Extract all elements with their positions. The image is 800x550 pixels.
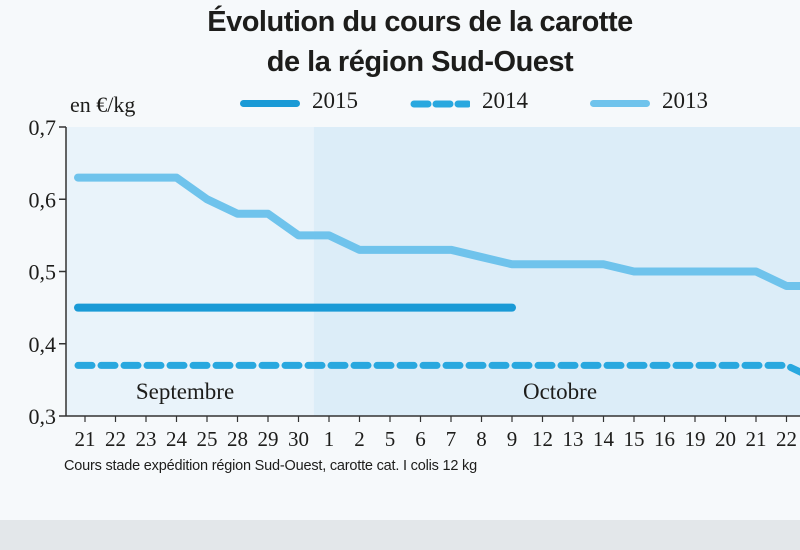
y-tick-label: 0,5 — [29, 260, 57, 285]
x-tick-label: 19 — [685, 427, 706, 451]
month-label: Septembre — [136, 379, 234, 404]
series-line-2014 — [74, 361, 800, 376]
x-tick-label: 22 — [105, 427, 126, 451]
line-chart: 0,70,60,50,40,321 22 23 24 25 28 29 30 1 2 5 6 7 8 9 12… — [29, 115, 800, 451]
x-tick-label: 5 — [385, 427, 396, 451]
month-band — [66, 127, 314, 416]
x-tick-label: 13 — [563, 427, 584, 451]
legend-swatch-2015 — [240, 100, 300, 107]
x-tick-label: 30 — [288, 427, 309, 451]
legend-swatch-2014 — [410, 100, 470, 108]
x-tick-label: 12 — [532, 427, 553, 451]
chart-title-line-1: Évolution du cours de la carotte — [207, 6, 633, 38]
x-tick-label: 8 — [476, 427, 487, 451]
x-tick-label: 7 — [446, 427, 457, 451]
x-tick-label: 14 — [593, 427, 615, 451]
x-tick-label: 21 — [746, 427, 767, 451]
y-tick-label: 0,6 — [29, 187, 57, 212]
x-tick-label: 28 — [227, 427, 248, 451]
x-tick-label: 2 — [354, 427, 365, 451]
legend-label-2014: 2014 — [482, 88, 528, 113]
x-tick-label: 25 — [197, 427, 218, 451]
x-tick-label: 1 — [324, 427, 335, 451]
x-tick-label: 24 — [166, 427, 188, 451]
series-line-2013 — [74, 173, 800, 290]
month-label: Octobre — [523, 379, 597, 404]
legend-label-2013: 2013 — [662, 88, 708, 113]
y-tick-label: 0,7 — [29, 115, 57, 140]
y-tick-label: 0,4 — [29, 332, 57, 357]
chart-title: Évolution du cours de la carotte de la r… — [0, 2, 800, 82]
y-axis-unit-label: en €/kg — [70, 92, 136, 117]
x-tick-label: 23 — [136, 427, 157, 451]
x-tick-label: 29 — [258, 427, 279, 451]
x-tick-label: 16 — [654, 427, 675, 451]
x-tick-label: 6 — [415, 427, 426, 451]
chart-footnote: Cours stade expédition région Sud-Ouest,… — [64, 458, 477, 474]
x-tick-label: 9 — [507, 427, 518, 451]
x-tick-label: 22 — [776, 427, 797, 451]
y-tick-label: 0,3 — [29, 404, 57, 429]
chart-card: Évolution du cours de la carotte de la r… — [0, 0, 800, 520]
bottom-strip — [0, 520, 800, 550]
legend-label-2015: 2015 — [312, 88, 358, 113]
x-tick-label: 20 — [715, 427, 736, 451]
chart-title-line-2: de la région Sud-Ouest — [266, 46, 574, 78]
legend-swatch-2013 — [590, 100, 650, 107]
x-tick-label: 21 — [75, 427, 96, 451]
x-tick-label: 15 — [624, 427, 645, 451]
